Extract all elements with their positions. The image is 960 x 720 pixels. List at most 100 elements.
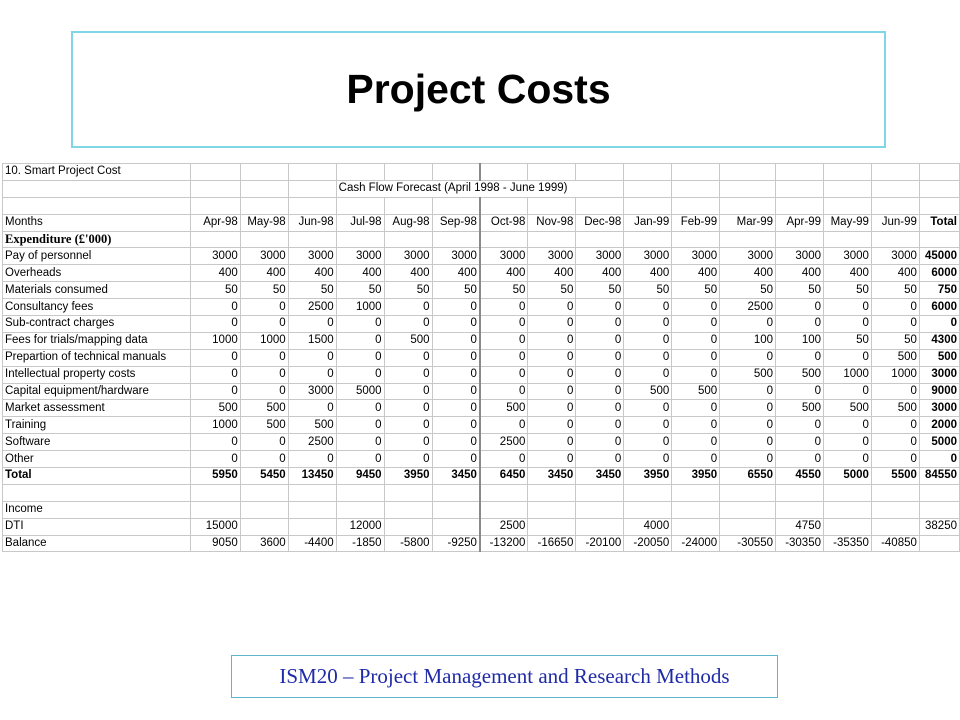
value-cell: 0 (189, 433, 241, 452)
grand-total: 84550 (918, 467, 960, 485)
value-cell: 0 (623, 365, 673, 384)
value-cell: 0 (575, 399, 625, 418)
row-total: 2000 (918, 416, 960, 435)
value-cell: 1500 (287, 331, 337, 350)
value-cell: 0 (527, 331, 577, 350)
value-cell: 0 (671, 450, 721, 469)
row-total: 5000 (918, 433, 960, 452)
value-cell: 0 (775, 315, 824, 333)
dti-value (287, 517, 337, 536)
value-cell: 400 (870, 264, 920, 283)
value-cell: 0 (287, 450, 337, 469)
total-value: 3450 (575, 467, 625, 485)
empty-cell (870, 483, 920, 502)
empty-cell (527, 230, 577, 249)
value-cell: 0 (383, 365, 433, 384)
row-total: 9000 (918, 382, 960, 401)
value-cell: 0 (719, 315, 777, 333)
value-cell: 0 (239, 382, 289, 401)
value-cell: 0 (823, 298, 872, 317)
row-label: Capital equipment/hardware (2, 382, 191, 401)
empty-cell (775, 500, 824, 519)
empty-cell (287, 483, 337, 502)
empty-cell (671, 179, 721, 198)
empty-cell (527, 163, 577, 181)
empty-cell (719, 196, 777, 215)
total-value: 5500 (870, 467, 920, 485)
value-cell: 50 (478, 281, 529, 300)
dti-value (431, 517, 481, 536)
value-cell: 500 (870, 348, 920, 367)
total-header: Total (918, 213, 960, 232)
value-cell: 0 (527, 382, 577, 401)
row-total: 3000 (918, 365, 960, 384)
value-cell: 0 (478, 365, 529, 384)
value-cell: 0 (671, 365, 721, 384)
value-cell: 3000 (870, 247, 920, 266)
value-cell: 400 (671, 264, 721, 283)
value-cell: 0 (527, 399, 577, 418)
value-cell: 0 (719, 399, 777, 418)
balance-row: Balance 9050 3600 -4400 -1850 -5800 -9250 -1320… (2, 534, 960, 553)
month-header: Jul-98 (335, 213, 385, 232)
value-cell: 0 (671, 348, 721, 367)
value-cell: 0 (287, 399, 337, 418)
empty-cell (823, 500, 872, 519)
value-cell: 0 (335, 331, 385, 350)
empty-cell (775, 163, 824, 181)
value-cell: 3000 (527, 247, 577, 266)
month-header: Apr-99 (775, 213, 824, 232)
value-cell: 50 (823, 281, 872, 300)
value-cell: 0 (527, 416, 577, 435)
expenditure-row: Consultancy fees 0 0 2500 1000 0 0 0 0 0 0 0 2500 0 0 0… (2, 298, 960, 317)
value-cell: 0 (189, 298, 241, 317)
value-cell: 0 (719, 348, 777, 367)
empty-cell (189, 500, 241, 519)
empty-cell (335, 230, 385, 249)
empty-cell (383, 196, 433, 215)
value-cell: 0 (575, 450, 625, 469)
total-value: 5950 (189, 467, 241, 485)
empty-cell (527, 196, 577, 215)
sheet-subtitle: Cash Flow Forecast (April 1998 - June 19… (335, 179, 625, 198)
value-cell: 500 (775, 399, 824, 418)
empty-cell (383, 500, 433, 519)
value-cell: 0 (431, 450, 481, 469)
value-cell: 3000 (671, 247, 721, 266)
value-cell: 0 (431, 382, 481, 401)
month-header: Feb-99 (671, 213, 721, 232)
value-cell: 2500 (478, 433, 529, 452)
value-cell: 0 (189, 348, 241, 367)
balance-value: -1850 (335, 534, 385, 553)
value-cell: 400 (239, 264, 289, 283)
dti-value (870, 517, 920, 536)
value-cell: 500 (478, 399, 529, 418)
month-header: May-99 (823, 213, 872, 232)
month-header: Jun-98 (287, 213, 337, 232)
empty-cell (823, 483, 872, 502)
row-label: Fees for trials/mapping data (2, 331, 191, 350)
spreadsheet: 10. Smart Project Cost Cash Flow Forecast… (2, 163, 960, 553)
row-total: 6000 (918, 298, 960, 317)
empty-cell (335, 163, 385, 181)
value-cell: 0 (431, 331, 481, 350)
total-value: 3950 (623, 467, 673, 485)
value-cell: 0 (383, 399, 433, 418)
value-cell: 3000 (431, 247, 481, 266)
row-label: Software (2, 433, 191, 452)
value-cell: 0 (575, 382, 625, 401)
empty-cell (335, 483, 385, 502)
value-cell: 0 (575, 416, 625, 435)
value-cell: 50 (719, 281, 777, 300)
value-cell: 0 (823, 348, 872, 367)
value-cell: 500 (623, 382, 673, 401)
value-cell: 0 (823, 382, 872, 401)
balance-value: -4400 (287, 534, 337, 553)
empty-cell (383, 483, 433, 502)
value-cell: 0 (383, 315, 433, 333)
total-value: 3950 (383, 467, 433, 485)
empty-cell (575, 500, 625, 519)
empty-cell (287, 163, 337, 181)
value-cell: 0 (719, 416, 777, 435)
value-cell: 0 (527, 450, 577, 469)
